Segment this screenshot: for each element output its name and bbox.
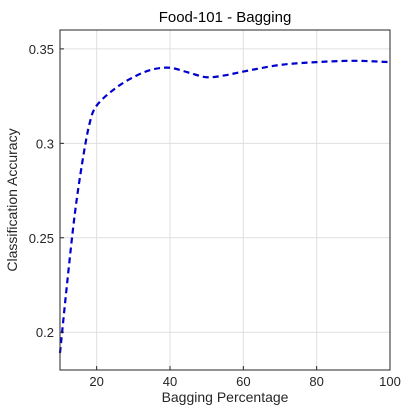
series-line bbox=[58, 59, 391, 354]
x-axis-title: Bagging Percentage bbox=[162, 389, 289, 405]
chart-title: Food-101 - Bagging bbox=[159, 9, 292, 26]
plot-frame bbox=[59, 29, 391, 371]
x-tick-label: 100 bbox=[379, 374, 401, 389]
series-layer bbox=[58, 59, 391, 354]
y-tick-label: 0.35 bbox=[29, 42, 54, 57]
y-tick-label: 0.25 bbox=[29, 231, 54, 246]
x-tick-label: 20 bbox=[89, 374, 103, 389]
y-tick-label: 0.3 bbox=[36, 136, 54, 151]
axis-ticks: 20 40 60 80 100 0.2 0.25 0.3 0.35 bbox=[29, 42, 401, 389]
x-tick-label: 60 bbox=[236, 374, 250, 389]
y-axis-title: Classification Accuracy bbox=[4, 128, 20, 271]
x-tick-label: 80 bbox=[309, 374, 323, 389]
y-tick-label: 0.2 bbox=[36, 325, 54, 340]
x-tick-label: 40 bbox=[163, 374, 177, 389]
plot-area-background bbox=[60, 30, 390, 370]
